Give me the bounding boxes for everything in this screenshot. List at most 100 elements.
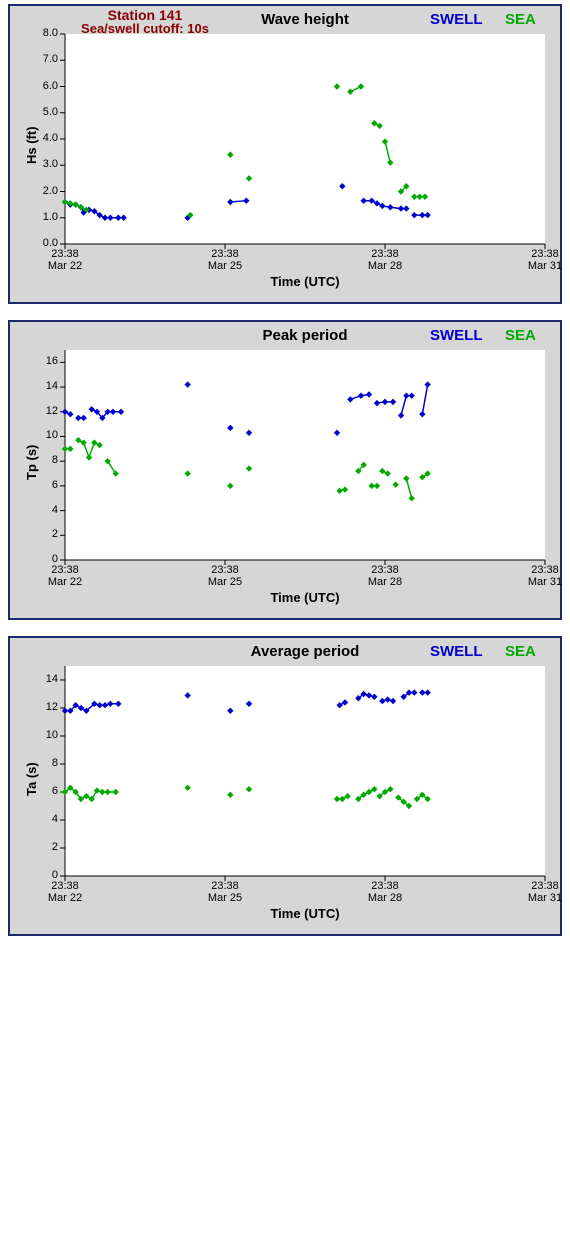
data-point [184, 692, 190, 698]
y-tick-label: 10 [28, 429, 58, 441]
data-point [334, 83, 340, 89]
data-point [419, 411, 425, 417]
x-tick-date: Mar 25 [200, 260, 250, 272]
data-point [246, 430, 252, 436]
data-point [382, 399, 388, 405]
chart-svg [10, 638, 560, 934]
x-tick-time: 23:38 [40, 248, 90, 260]
data-point [344, 793, 350, 799]
data-point [102, 702, 108, 708]
y-tick-label: 8.0 [28, 27, 58, 39]
data-point [403, 475, 409, 481]
data-point [390, 698, 396, 704]
y-tick-label: 5.0 [28, 106, 58, 118]
y-tick-label: 8 [28, 454, 58, 466]
y-tick-label: 12 [28, 701, 58, 713]
data-point [80, 415, 86, 421]
data-point [67, 411, 73, 417]
data-point [184, 381, 190, 387]
data-point [366, 391, 372, 397]
data-point [62, 199, 68, 205]
data-point [368, 197, 374, 203]
data-point [366, 692, 372, 698]
data-point [347, 396, 353, 402]
data-point [104, 789, 110, 795]
data-point [358, 83, 364, 89]
y-tick-label: 14 [28, 380, 58, 392]
data-point [411, 689, 417, 695]
x-tick-date: Mar 28 [360, 892, 410, 904]
data-point [246, 465, 252, 471]
data-point [403, 205, 409, 211]
chart-panel-hs: Wave heightSWELLSEAStation 141Sea/swell … [8, 4, 562, 304]
data-point [227, 483, 233, 489]
x-tick-time: 23:38 [360, 564, 410, 576]
data-point [83, 793, 89, 799]
y-tick-label: 6 [28, 785, 58, 797]
data-point [371, 694, 377, 700]
data-point [392, 481, 398, 487]
x-tick-time: 23:38 [520, 248, 570, 260]
series-line [385, 142, 390, 163]
data-point [227, 152, 233, 158]
y-tick-label: 6 [28, 479, 58, 491]
data-point [227, 425, 233, 431]
data-point [424, 689, 430, 695]
y-tick-label: 6.0 [28, 80, 58, 92]
chart-svg [10, 6, 560, 302]
y-tick-label: 16 [28, 355, 58, 367]
data-point [360, 197, 366, 203]
data-point [339, 183, 345, 189]
data-point [371, 786, 377, 792]
data-point [72, 201, 78, 207]
y-tick-label: 12 [28, 405, 58, 417]
data-point [342, 486, 348, 492]
y-tick-label: 2 [28, 528, 58, 540]
series-line [406, 478, 411, 498]
series-line [422, 385, 427, 415]
data-point [91, 439, 97, 445]
data-point [78, 705, 84, 711]
y-tick-label: 4 [28, 813, 58, 825]
x-tick-time: 23:38 [360, 248, 410, 260]
data-point [387, 204, 393, 210]
data-point [246, 786, 252, 792]
data-point [387, 786, 393, 792]
x-tick-time: 23:38 [360, 880, 410, 892]
data-point [384, 696, 390, 702]
data-point [374, 400, 380, 406]
data-point [379, 468, 385, 474]
x-tick-time: 23:38 [40, 564, 90, 576]
data-point [334, 430, 340, 436]
data-point [342, 699, 348, 705]
x-tick-date: Mar 31 [520, 260, 570, 272]
x-tick-date: Mar 22 [40, 892, 90, 904]
x-tick-time: 23:38 [200, 564, 250, 576]
data-point [96, 442, 102, 448]
data-point [80, 439, 86, 445]
data-point [347, 89, 353, 95]
data-point [75, 437, 81, 443]
x-tick-time: 23:38 [200, 880, 250, 892]
data-point [382, 138, 388, 144]
data-point [336, 488, 342, 494]
data-point [408, 393, 414, 399]
data-point [398, 412, 404, 418]
x-tick-date: Mar 22 [40, 576, 90, 588]
data-point [358, 393, 364, 399]
data-point [376, 123, 382, 129]
data-point [339, 796, 345, 802]
x-tick-date: Mar 31 [520, 576, 570, 588]
y-tick-label: 4 [28, 504, 58, 516]
y-tick-label: 3.0 [28, 158, 58, 170]
data-point [424, 212, 430, 218]
data-point [227, 792, 233, 798]
data-point [88, 406, 94, 412]
x-tick-time: 23:38 [200, 248, 250, 260]
data-point [78, 204, 84, 210]
data-point [411, 212, 417, 218]
data-point [120, 215, 126, 221]
data-point [86, 454, 92, 460]
data-point [227, 199, 233, 205]
data-point [246, 175, 252, 181]
